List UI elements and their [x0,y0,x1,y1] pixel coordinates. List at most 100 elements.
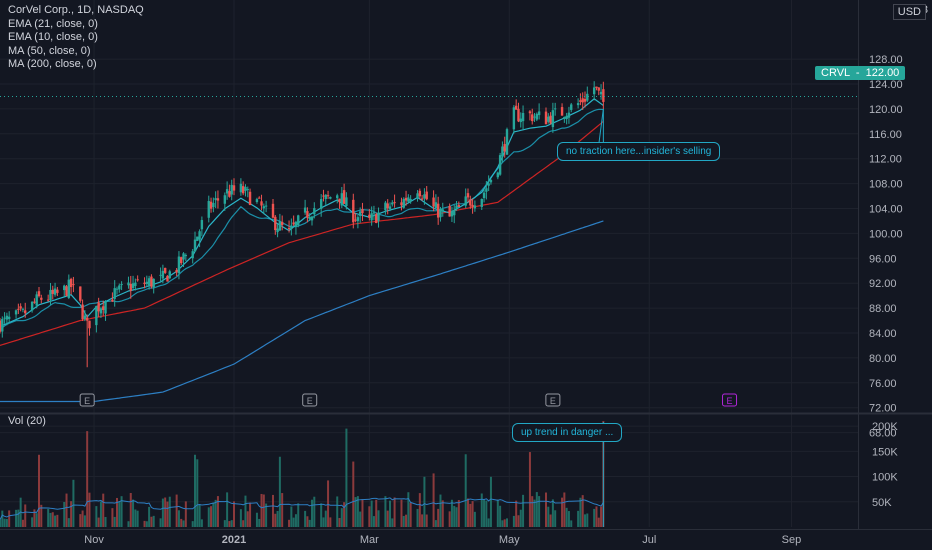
candle-body [145,281,149,285]
candle-body [436,203,440,218]
candle-body [464,196,467,206]
candle-body [393,202,396,204]
volume-bar [56,514,59,527]
earnings-marker-label: E [727,396,733,406]
grid [0,0,858,527]
candle-body [503,144,506,152]
candle-body [136,279,139,281]
candle-body [512,107,516,130]
price-tick-label: 112.00 [869,154,902,166]
volume-bar [177,510,180,527]
candle-body [134,282,137,287]
volume-bar [565,507,568,527]
volume-bar [24,504,27,527]
candle-body [292,222,295,225]
volume-bar [180,518,183,527]
last-price-sep: - [852,67,863,79]
volume-bar [545,492,547,527]
candle-body [340,193,344,206]
candle-body [127,282,130,286]
volume-bar [338,517,341,527]
volume-bar [5,518,8,527]
volume-bar [239,509,242,527]
indicator-ema10[interactable]: EMA (10, close, 0) [8,31,98,43]
volume-bar [563,492,566,527]
indicator-ema21[interactable]: EMA (21, close, 0) [8,17,98,30]
volume-bar [132,499,135,527]
volume-bar [0,519,1,527]
volume-bar [455,507,458,527]
volume-bar [255,512,258,527]
volume-bar [88,492,91,527]
indicator-ma50[interactable]: MA (50, close, 0) [8,44,91,57]
volume-bar [38,454,40,527]
candle-body [425,191,428,200]
earnings-marker [722,393,738,407]
volume-legend[interactable]: Vol (20) [8,415,46,427]
volume-bar [368,506,371,527]
volume-bar [70,501,73,527]
candle-body [501,146,504,157]
annotation-uptrend-danger[interactable]: up trend in danger ... [512,423,623,442]
candle-body [198,231,201,240]
candle-body [81,304,84,320]
volume-bar [506,518,508,527]
volume-bar [464,454,467,527]
candle-body [241,186,245,194]
candle-body [583,98,587,102]
candle-body [466,193,470,198]
volume-bar [354,497,357,527]
candle-body [0,320,2,332]
candle-body [384,202,387,211]
indicator-ma200[interactable]: MA (200, close, 0) [8,58,97,70]
volume-bar [276,510,279,527]
candle-body [209,201,213,209]
volume-bar [453,505,456,527]
candle-body [152,278,155,288]
volume-bar [531,496,534,527]
candle-body [535,113,539,120]
volume-bar [356,496,359,527]
volume-bar [104,516,107,527]
candle-body [434,202,438,209]
candle-body [85,317,89,321]
volume-bar [512,515,515,527]
candle-body [407,197,410,202]
candle-body [469,199,472,206]
volume-bar [81,510,84,527]
candle-body [570,104,573,110]
candle-body [177,256,181,274]
candle-body [423,194,426,199]
candle-body [602,89,605,102]
candle-body [313,208,316,215]
candle-body [517,108,520,122]
candle-body [342,190,346,204]
ma50-line [0,120,604,346]
candle-body [56,289,59,293]
volume-bar [3,518,6,527]
candle-body [271,203,275,218]
volume-bar [320,503,323,527]
candle-body [150,276,153,287]
volume-bar [212,502,215,527]
volume-bar [198,504,201,527]
candle-body [1,319,4,332]
volume-bar [517,515,520,527]
candle-body [287,227,291,229]
volume-bar [145,521,148,527]
candle-body [377,212,380,221]
volume-bar [278,456,281,527]
last-price-tag: CRVL - 122.00 [815,66,906,80]
price-tick-label: 92.00 [869,278,897,290]
volume-bar [233,501,235,527]
candle-body [551,110,555,128]
annotation-insider-selling[interactable]: no traction here...insider's selling [557,142,721,161]
candle-body [354,219,357,221]
time-tick-label: Sep [782,534,802,546]
currency-button[interactable]: USD [892,4,926,20]
volume-bar [47,508,50,527]
volume-bar [377,510,380,527]
volume-bar [522,494,525,527]
candle-body [46,299,50,301]
